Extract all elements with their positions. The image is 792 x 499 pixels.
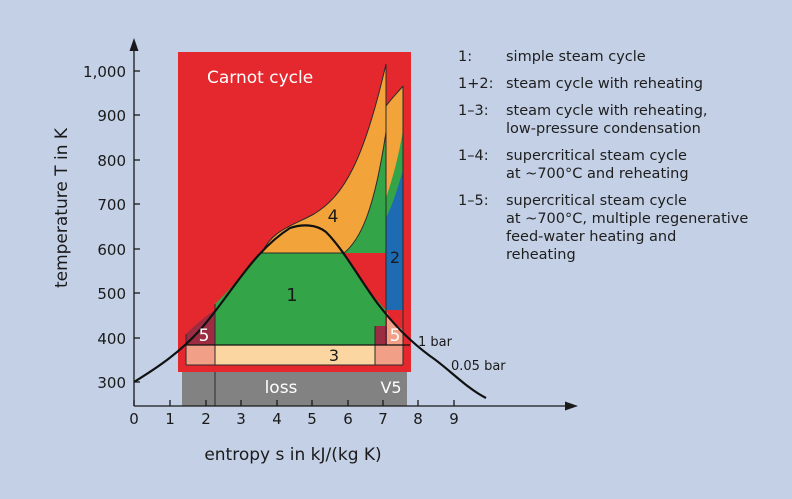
region-label-5-left: 5 (199, 326, 210, 346)
legend-item: 1: simple steam cycle (458, 48, 784, 66)
legend-key: 1–4: (458, 148, 489, 164)
x-axis-title: entropy s in kJ/(kg K) (204, 445, 381, 465)
region-4-orange (262, 64, 386, 253)
loss-bar (182, 372, 375, 406)
y-tick-label: 1,000 (83, 63, 126, 81)
y-tick-label: 900 (97, 107, 126, 125)
legend-item: 1–4: supercritical steam cycle at ~700°C… (458, 147, 784, 183)
legend-line: steam cycle with reheating (506, 76, 703, 92)
x-tick-label: 1 (165, 410, 175, 428)
x-tick-label: 2 (201, 410, 211, 428)
x-axis-arrow (565, 401, 578, 411)
edge-4-top (261, 63, 387, 254)
legend-line: steam cycle with reheating, (506, 103, 708, 119)
v5-label: V5 (380, 378, 401, 397)
region-label-5-right: 5 (390, 326, 401, 346)
region-5-salmon-right (375, 345, 403, 365)
legend-item: 1+2: steam cycle with reheating (458, 75, 784, 93)
x-tick-label: 3 (236, 410, 246, 428)
loss-label: loss (265, 378, 298, 398)
y-tick-label: 800 (97, 152, 126, 170)
region-label-3: 3 (329, 346, 339, 365)
legend-key: 1: (458, 49, 473, 65)
legend-description: steam cycle with reheating (506, 75, 784, 93)
region-3-beige (215, 345, 375, 365)
legend-key: 1–5: (458, 193, 489, 209)
x-tick-label: 9 (449, 410, 459, 428)
legend-line: reheating (506, 247, 576, 263)
legend-item: 1–3: steam cycle with reheating, low-pre… (458, 102, 784, 138)
y-tick-label: 600 (97, 241, 126, 259)
y-tick-label: 400 (97, 330, 126, 348)
legend-description: steam cycle with reheating, low-pressure… (506, 102, 784, 138)
legend-description: simple steam cycle (506, 48, 784, 66)
region-2-blue-notch (398, 292, 403, 310)
x-tick-label: 4 (272, 410, 282, 428)
legend-description: supercritical steam cycle at ~700°C and … (506, 147, 784, 183)
legend-line: feed-water heating and (506, 229, 677, 245)
x-tick-label: 8 (413, 410, 423, 428)
x-tick-label: 7 (378, 410, 388, 428)
legend-line: supercritical steam cycle (506, 148, 687, 164)
legend-line: simple steam cycle (506, 49, 646, 65)
legend-line: at ~700°C, multiple regenerative (506, 211, 749, 227)
x-tick-label: 6 (343, 410, 353, 428)
edge-right-top (385, 85, 404, 107)
carnot-cycle-label: Carnot cycle (207, 68, 313, 88)
legend-line: at ~700°C and reheating (506, 166, 689, 182)
x-tick-label: 0 (129, 410, 139, 428)
y-axis-title: temperature T in K (52, 127, 72, 288)
edge-green-upper (343, 131, 387, 254)
legend-line: low-pressure condensation (506, 121, 701, 137)
legend-key: 1–3: (458, 103, 489, 119)
y-tick-label: 500 (97, 285, 126, 303)
region-5-salmon-left (186, 345, 215, 365)
y-axis-arrow (129, 38, 139, 51)
v5-bar (375, 372, 407, 406)
legend-item: 1–5: supercritical steam cycle at ~700°C… (458, 192, 784, 264)
region-1-green (215, 253, 386, 345)
region-label-1: 1 (286, 285, 297, 306)
region-label-2: 2 (390, 248, 400, 267)
y-tick-label: 300 (97, 374, 126, 392)
y-tick-label: 700 (97, 196, 126, 214)
legend: 1: simple steam cycle 1+2: steam cycle w… (458, 48, 784, 273)
region-label-4: 4 (328, 207, 339, 227)
saturation-dome (133, 224, 487, 399)
region-green-upper (344, 132, 386, 253)
x-tick-label: 5 (307, 410, 317, 428)
legend-line: supercritical steam cycle (506, 193, 687, 209)
region-2-blue (386, 170, 403, 310)
legend-key: 1+2: (458, 76, 494, 92)
isobar-1bar-label: 1 bar (418, 335, 453, 350)
isobar-005bar-label: 0.05 bar (451, 359, 506, 374)
region-5-step (375, 326, 387, 345)
legend-description: supercritical steam cycle at ~700°C, mul… (506, 192, 784, 264)
